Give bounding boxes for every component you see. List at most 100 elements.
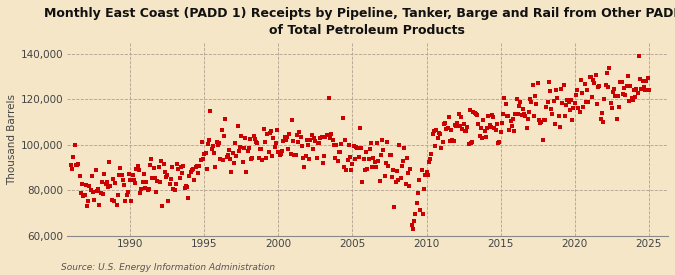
Point [537, 137, 548, 142]
Point [545, 89, 556, 93]
Point [341, 167, 352, 172]
Point [162, 172, 173, 177]
Point [250, 137, 261, 141]
Point [424, 160, 435, 164]
Point [207, 144, 218, 148]
Point [464, 108, 475, 112]
Point [421, 170, 432, 174]
Point [411, 201, 422, 205]
Point [491, 122, 502, 126]
Point [192, 164, 202, 169]
Point [562, 98, 572, 102]
Text: Source: U.S. Energy Information Administration: Source: U.S. Energy Information Administ… [61, 263, 275, 272]
Point [600, 83, 611, 87]
Point [490, 128, 501, 132]
Point [296, 144, 307, 148]
Point [510, 111, 521, 116]
Point [85, 188, 96, 192]
Point [489, 126, 500, 130]
Point [540, 118, 551, 123]
Point [109, 199, 119, 204]
Point [369, 160, 380, 164]
Point [308, 147, 319, 151]
Point [213, 143, 223, 148]
Point [497, 120, 508, 125]
Point [140, 186, 151, 191]
Point [174, 176, 185, 180]
Point [628, 87, 639, 92]
Point [116, 173, 127, 177]
Point [290, 153, 301, 157]
Point [585, 75, 596, 79]
Point [362, 167, 373, 171]
Point [637, 79, 648, 83]
Point [144, 163, 155, 167]
Point [257, 158, 268, 162]
Point [265, 131, 275, 135]
Point [331, 143, 342, 147]
Point [305, 138, 316, 142]
Point [353, 155, 364, 160]
Point [547, 112, 558, 117]
Point [284, 132, 295, 136]
Point [136, 187, 146, 191]
Point [222, 153, 233, 157]
Point [618, 92, 628, 97]
Point [176, 164, 186, 169]
Point [442, 126, 453, 130]
Point [447, 138, 458, 143]
Point [289, 153, 300, 158]
Point [178, 164, 189, 168]
Point [514, 104, 524, 108]
Point [463, 142, 474, 146]
Point [409, 219, 420, 223]
Point [92, 186, 103, 191]
Point [299, 165, 310, 169]
Point [238, 146, 249, 150]
Point [437, 140, 448, 144]
Point [417, 211, 428, 216]
Point [481, 134, 491, 139]
Point [195, 158, 206, 162]
Point [505, 119, 516, 123]
Point [142, 188, 153, 192]
Point [561, 103, 572, 108]
Point [405, 167, 416, 171]
Point [286, 152, 296, 157]
Point [107, 177, 118, 181]
Point [448, 139, 459, 143]
Point [161, 175, 171, 179]
Point [576, 90, 587, 95]
Point [412, 191, 423, 195]
Point [374, 178, 385, 183]
Point [392, 169, 402, 173]
Point [509, 129, 520, 134]
Point [229, 161, 240, 166]
Point [616, 80, 627, 84]
Point [504, 128, 514, 132]
Point [427, 132, 438, 136]
Point [280, 138, 291, 142]
Point [221, 155, 232, 160]
Point [244, 145, 254, 150]
Point [560, 114, 570, 119]
Point [315, 136, 326, 140]
Point [240, 136, 250, 140]
Point [236, 134, 247, 138]
Point [516, 112, 527, 117]
Point [622, 74, 633, 79]
Point [77, 182, 88, 186]
Point [554, 125, 565, 130]
Point [508, 117, 518, 122]
Point [275, 151, 286, 156]
Point [184, 174, 195, 178]
Point [482, 126, 493, 130]
Point [404, 183, 414, 188]
Point [89, 198, 100, 202]
Point [294, 130, 305, 134]
Point [626, 96, 637, 100]
Point [377, 138, 387, 142]
Point [535, 120, 545, 125]
Point [99, 172, 110, 176]
Point [342, 158, 353, 162]
